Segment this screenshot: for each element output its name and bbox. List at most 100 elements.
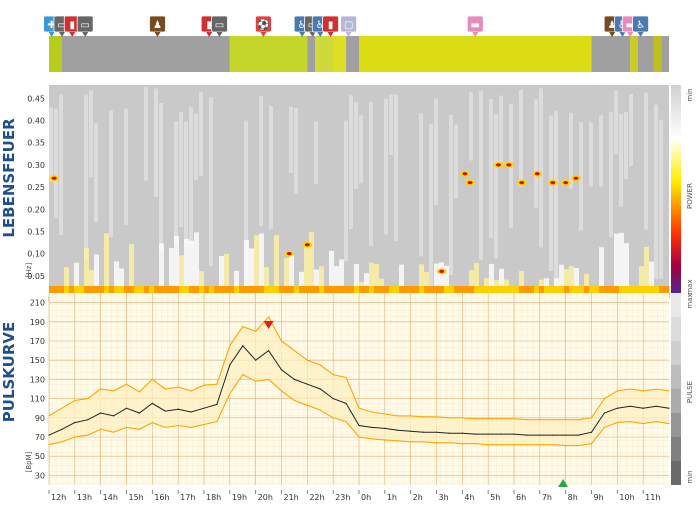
speech-bubble-pin-icon[interactable]: ▢ [340, 15, 358, 37]
pulse-mean-point [229, 364, 231, 366]
bed-pin-icon[interactable]: ▬ [466, 15, 484, 37]
pulse-lower-point [190, 426, 192, 428]
pulse-upper-point [293, 350, 296, 352]
lebensfeuer-y-tick-label: 0.05 [27, 272, 45, 281]
heatmap-cell [314, 286, 320, 294]
heatmap-cell [379, 286, 385, 294]
heatmap-cell [409, 286, 415, 294]
pulse-mean-point [642, 407, 644, 409]
heatmap-cell [234, 270, 239, 286]
pulse-upper-point [668, 390, 670, 392]
heatmap-cell [474, 262, 479, 286]
heatmap-cell [289, 252, 294, 286]
heatmap-cell [49, 286, 55, 294]
pulse-mean-point [332, 398, 334, 400]
pulse-upper-point [229, 345, 231, 347]
pulse-upper-point [448, 417, 451, 419]
icon-pointer [216, 32, 223, 37]
heatmap-cell [119, 286, 125, 294]
pulse-mean-point [422, 431, 425, 433]
pulse-mean-point [526, 434, 528, 436]
lebensfeuer-title: LEBENSFEUER [0, 118, 18, 238]
notebook-pin-icon[interactable]: ▮ [322, 15, 339, 37]
heatmap-cell [549, 286, 555, 294]
activity-segment [49, 36, 62, 72]
heatmap-streak [59, 94, 63, 236]
heatmap-streak [659, 119, 663, 279]
pulse-lower-point [267, 378, 270, 380]
heatmap-cell [174, 286, 180, 294]
heatmap-streak [294, 107, 298, 194]
heatmap-cell [189, 286, 195, 294]
heatmap-streak [174, 121, 178, 245]
heatmap-cell [74, 286, 80, 294]
heatmap-cell [159, 286, 165, 294]
heatmap-cell [474, 286, 480, 294]
heatmap-cell [294, 286, 300, 294]
heatmap-cell [64, 267, 69, 286]
heatmap-hotspot-core [304, 243, 310, 247]
pulse-lower-point [500, 444, 502, 446]
heatmap-streak [554, 110, 558, 287]
heatmap-cell [279, 286, 285, 294]
pulse-y-tick-label: 170 [30, 337, 45, 346]
heatmap-cell [179, 255, 184, 286]
pulse-lower-point [242, 374, 244, 376]
pulse-lower-point [461, 443, 463, 445]
pulse-lower-point [410, 441, 412, 443]
heatmap-cell [299, 271, 304, 286]
pulse-lower-point [474, 443, 476, 445]
heatmap-cell [364, 273, 369, 286]
x-tick-label: 10h [619, 493, 634, 502]
pulse-upper-point [345, 376, 347, 379]
heatmap-cell [64, 286, 70, 294]
heatmap-hotspot-core [534, 172, 540, 176]
x-tick-label: 1h [387, 493, 397, 502]
lebensfeuer-unit: [Hz] [25, 263, 33, 278]
heatmap-cell [574, 286, 580, 294]
toilet-pin-icon[interactable]: ♿ [632, 15, 649, 37]
x-tick-label: 3h [439, 493, 449, 502]
pulse-upper-point [590, 417, 593, 419]
icon-pointer [299, 32, 306, 37]
pulse-mean-point [513, 433, 515, 435]
heatmap-cell [424, 271, 429, 286]
heatmap-cell [129, 244, 134, 286]
activity-segment [229, 36, 308, 72]
power-colorbar-bottom-label: max [686, 279, 694, 294]
heatmap-streak [489, 99, 493, 239]
heatmap-streak [269, 106, 273, 230]
icon-glyph: ▭ [215, 20, 224, 31]
heatmap-streak [194, 113, 198, 181]
heatmap-cell [149, 286, 155, 294]
pulse-lower-point [422, 441, 425, 443]
football-pin-icon[interactable]: ⚽ [255, 15, 272, 37]
heatmap-cell [369, 286, 375, 294]
heatmap-cell [249, 286, 255, 294]
heatmap-streak [344, 120, 348, 262]
lebensfeuer-y-tick-label: 0.10 [27, 250, 45, 259]
car-pin-icon[interactable]: ▭ [76, 15, 94, 37]
heatmap-cell [254, 286, 260, 294]
pulskurve-unit: [BpM] [25, 451, 33, 472]
heatmap-streak [609, 112, 613, 238]
pulse-upper-point [242, 326, 244, 328]
activity-strip: ✚▭▮▭♟▮▭⚽♿▭♿▮▢▬♟♿▬♿ [43, 15, 669, 72]
heatmap-cell [584, 286, 590, 294]
heatmap-cell [284, 286, 290, 294]
pulse-lower-point [565, 445, 567, 447]
heatmap-streak [389, 94, 393, 155]
lebensfeuer-y-tick-label: 0.40 [27, 117, 45, 126]
car-pin-icon[interactable]: ▭ [211, 15, 228, 37]
walking-pin-icon[interactable]: ♟ [149, 15, 166, 37]
pulse-colorbar [671, 293, 681, 485]
pulse-upper-point [565, 419, 567, 421]
heatmap-cell [264, 267, 269, 286]
heatmap-streak [89, 90, 93, 178]
heatmap-cell [459, 286, 465, 294]
heatmap-cell [609, 286, 615, 294]
heatmap-cell [394, 286, 400, 294]
pulse-upper-point [190, 390, 192, 392]
heatmap-cell [619, 286, 625, 294]
heatmap-cell [359, 281, 364, 286]
